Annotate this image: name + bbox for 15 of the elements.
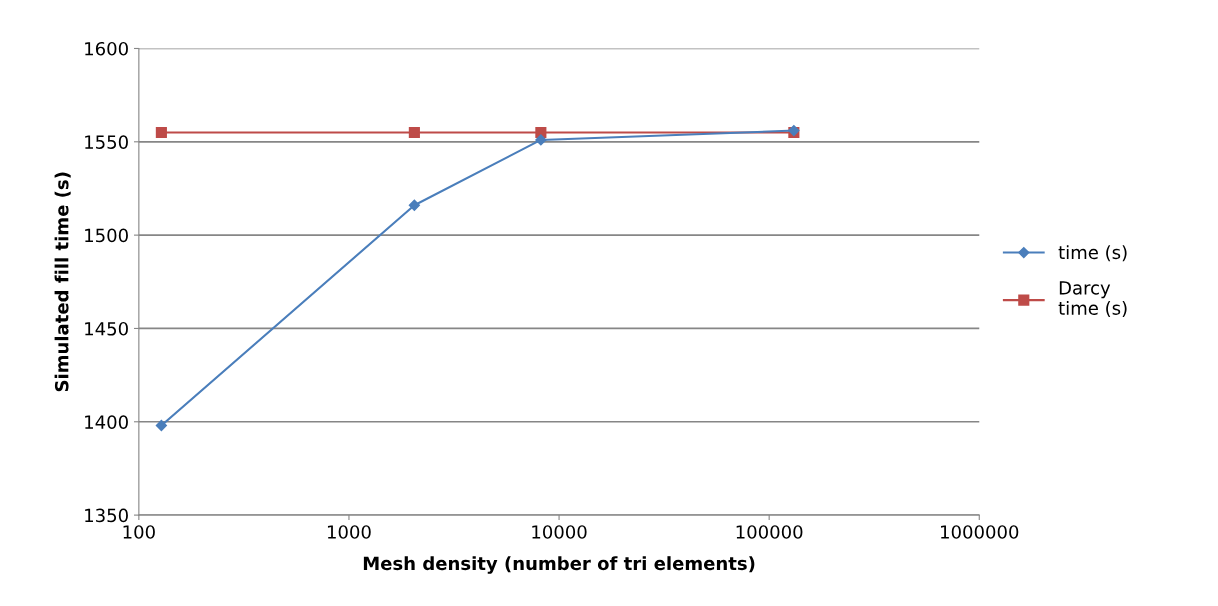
y-tick-label: 1500 xyxy=(85,228,128,243)
x-tick-label: 10000 xyxy=(532,525,587,539)
x-tick-label: 1000 xyxy=(327,525,371,539)
y-tick-label: 1350 xyxy=(85,508,128,523)
x-tick-label: 100 xyxy=(123,525,155,539)
y-tick-label: 1400 xyxy=(85,415,128,429)
y-axis-title: Simulated fill time (s) xyxy=(54,172,71,392)
x-tick-label: 100000 xyxy=(736,525,803,539)
legend-label: time (s) xyxy=(1058,245,1127,262)
x-axis-title: Mesh density (number of tri elements) xyxy=(363,556,755,574)
y-tick-label: 1450 xyxy=(85,321,128,336)
legend-label: Darcy time (s) xyxy=(1058,281,1127,318)
x-tick-label: 1000000 xyxy=(941,525,1019,539)
y-tick-label: 1600 xyxy=(85,41,128,56)
y-tick-label: 1550 xyxy=(85,135,128,149)
